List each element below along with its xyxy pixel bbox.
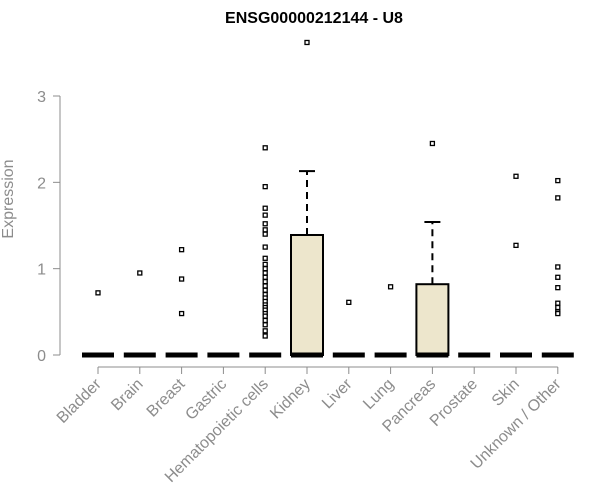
outlier-point — [555, 304, 561, 311]
x-tick-label: Brain — [108, 376, 146, 414]
box-group — [500, 173, 532, 358]
outlier-point — [178, 310, 185, 317]
box-group — [332, 299, 365, 358]
outlier-point — [95, 290, 101, 296]
outlier-point — [262, 205, 268, 211]
outlier-point — [262, 333, 268, 339]
outlier-point — [555, 177, 561, 184]
outlier-point — [137, 270, 143, 276]
box-group — [165, 247, 198, 358]
x-tick-label: Liver — [319, 375, 356, 412]
outlier-point — [262, 231, 268, 237]
outlier-point — [262, 313, 268, 319]
outlier-point — [555, 264, 561, 270]
outlier-point — [429, 140, 436, 147]
box-group — [290, 39, 324, 358]
x-tick-label: Bladder — [54, 375, 105, 426]
outlier-point — [555, 310, 561, 317]
outlier-point — [262, 328, 268, 334]
outlier-point — [262, 278, 268, 285]
x-tick-label: Lung — [360, 376, 397, 413]
outlier-point — [262, 274, 268, 280]
box-group — [374, 284, 407, 358]
plot-area — [82, 39, 574, 358]
y-axis: 0 1 2 3 — [37, 89, 61, 365]
box-group — [541, 177, 574, 358]
outlier-point — [262, 221, 268, 227]
outlier-point — [262, 255, 268, 261]
box-group — [123, 270, 156, 358]
outlier-point — [262, 261, 268, 268]
outlier-point — [178, 247, 185, 253]
y-tick-label: 1 — [37, 262, 46, 279]
y-tick-label: 3 — [37, 89, 46, 106]
x-tick-label: Breast — [144, 375, 189, 420]
x-tick-label: Kidney — [267, 376, 314, 423]
outlier-point — [304, 39, 310, 46]
y-axis-label: Expression — [0, 159, 17, 238]
chart-title: ENSG00000212144 - U8 — [225, 10, 403, 27]
outlier-point — [555, 300, 561, 306]
outlier-point — [262, 283, 268, 289]
outlier-point — [262, 270, 268, 276]
outlier-point — [262, 244, 268, 250]
outlier-point — [555, 285, 561, 291]
y-tick-label: 2 — [37, 175, 46, 192]
box-group — [249, 145, 282, 358]
outlier-point — [555, 274, 561, 280]
outlier-point — [262, 145, 268, 151]
outlier-point — [262, 322, 268, 328]
outlier-point — [513, 242, 519, 249]
box-group — [415, 140, 450, 358]
outlier-point — [262, 287, 268, 293]
outlier-point — [262, 227, 268, 233]
outlier-point — [262, 212, 268, 218]
x-tick-label: Skin — [489, 376, 523, 410]
y-tick-label: 0 — [37, 348, 46, 365]
outlier-point — [387, 284, 394, 290]
outlier-point — [262, 183, 268, 190]
outlier-point — [178, 276, 185, 282]
box — [415, 283, 450, 356]
outlier-point — [262, 266, 268, 272]
outlier-point — [262, 317, 268, 324]
box — [290, 233, 324, 357]
outlier-point — [555, 195, 561, 201]
outlier-point — [513, 173, 519, 179]
outlier-point — [346, 299, 352, 305]
box-group — [82, 290, 114, 358]
